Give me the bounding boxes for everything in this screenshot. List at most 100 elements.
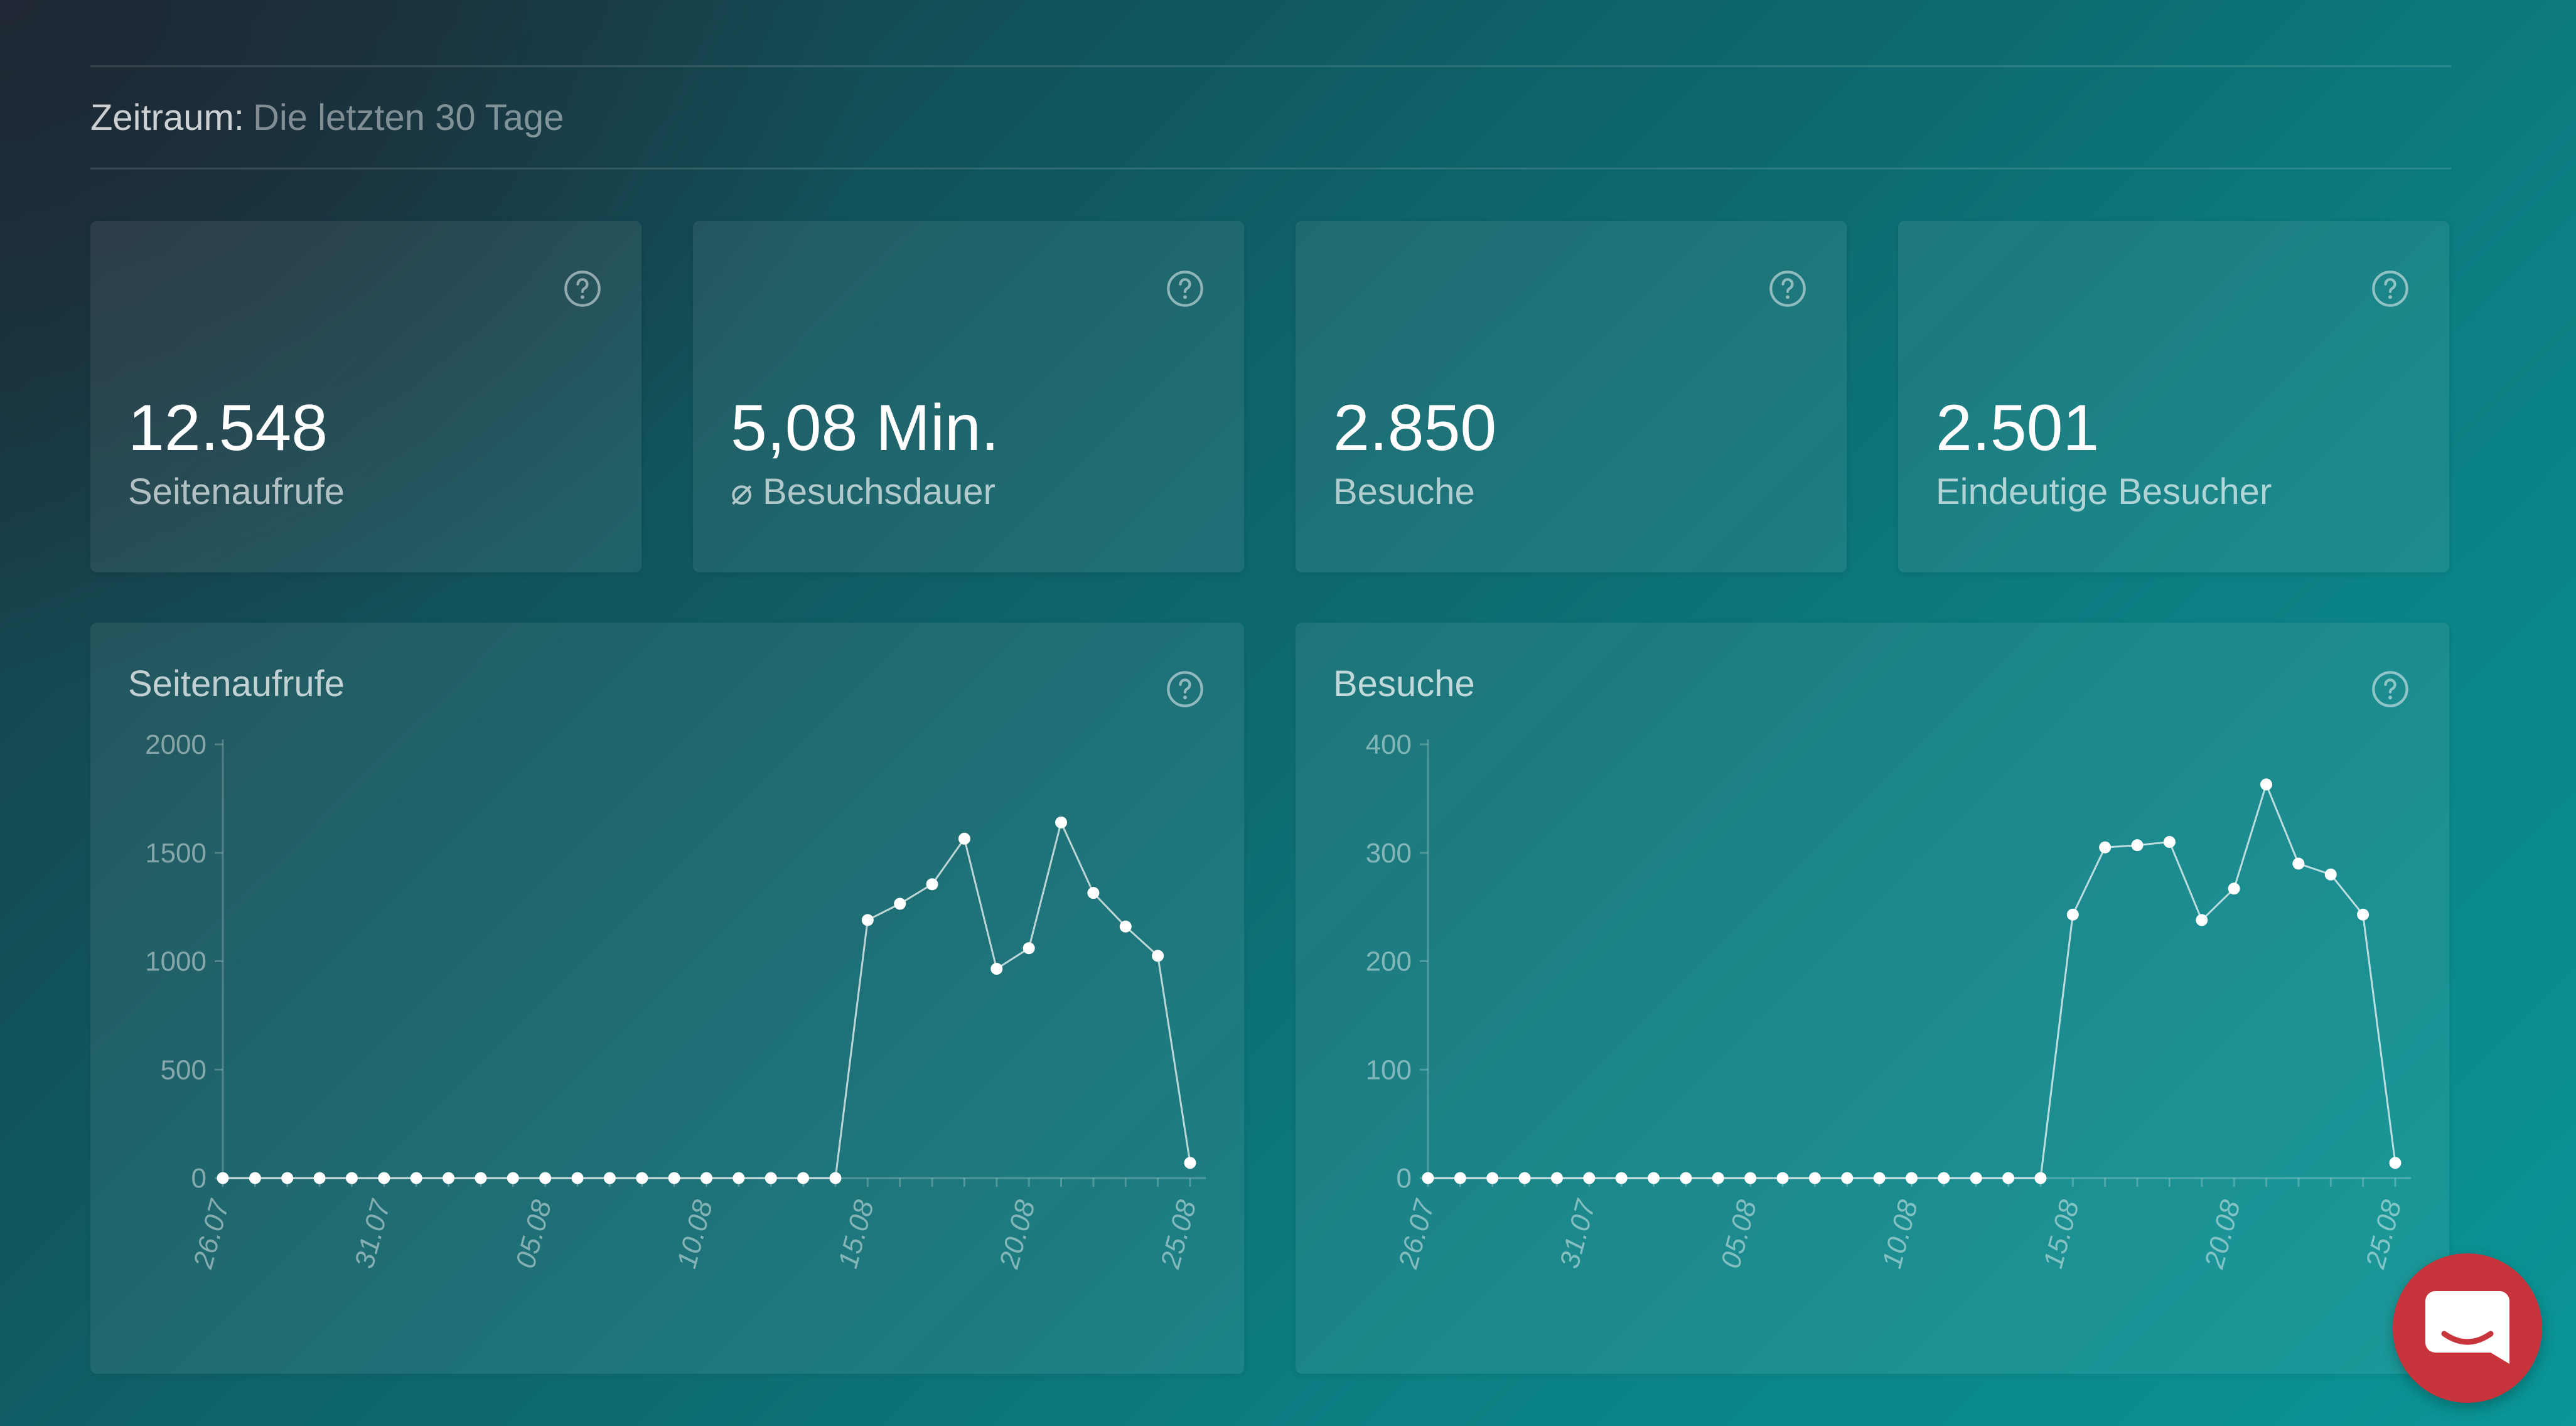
data-point: [1648, 1172, 1660, 1184]
question-circle-icon[interactable]: [1768, 269, 1808, 309]
chart-card-visits: Besuche 0 100 200 300 400 26.07 31.07 05.08 10.0…: [1296, 623, 2449, 1374]
data-point: [2292, 857, 2305, 870]
x-tick-label: 20.08: [994, 1196, 1041, 1272]
data-point: [1906, 1172, 1918, 1184]
data-point: [249, 1172, 261, 1184]
x-tick-label: 20.08: [2199, 1196, 2246, 1272]
data-point: [1152, 950, 1164, 962]
data-point: [571, 1172, 584, 1184]
x-tick-label: 31.07: [1554, 1196, 1602, 1272]
data-point: [2324, 868, 2337, 881]
chart-title: Seitenaufrufe: [128, 663, 345, 704]
data-point: [958, 832, 970, 845]
x-tick-label: 10.08: [1876, 1196, 1924, 1272]
question-circle-icon[interactable]: [2370, 669, 2410, 709]
data-point: [1055, 816, 1068, 828]
series-line: [1428, 781, 2396, 1179]
y-tick-label: 2000: [145, 729, 207, 760]
kpi-value: 5,08 Min.: [731, 392, 999, 464]
data-point: [1776, 1172, 1789, 1184]
kpi-card-visits: 2.850 Besuche: [1296, 221, 1847, 572]
chart-title: Besuche: [1333, 663, 1475, 704]
data-point: [2228, 882, 2240, 895]
data-point: [2260, 778, 2273, 791]
y-tick-label: 200: [1366, 946, 1412, 977]
data-point: [1970, 1172, 1982, 1184]
question-circle-icon[interactable]: [2370, 269, 2410, 309]
kpi-card-unique-visitors: 2.501 Eindeutige Besucher: [1898, 221, 2449, 572]
question-circle-icon[interactable]: [1165, 669, 1205, 709]
y-tick-label: 400: [1366, 729, 1412, 760]
data-point: [1550, 1172, 1563, 1184]
chart-card-pageviews: Seitenaufrufe 0 500 1000 1500 2000 26.07 31.07…: [90, 623, 1244, 1374]
data-point: [2389, 1157, 2402, 1169]
data-point: [2196, 914, 2208, 926]
series-line: [223, 819, 1191, 1179]
data-point: [1486, 1172, 1499, 1184]
x-tick-label: 05.08: [510, 1196, 557, 1272]
data-point: [443, 1172, 455, 1184]
data-point: [700, 1172, 712, 1184]
y-tick-label: 1000: [145, 946, 207, 977]
data-point: [1022, 942, 1035, 955]
y-tick-label: 0: [191, 1163, 207, 1194]
x-tick-label: 10.08: [671, 1196, 719, 1272]
data-point: [2034, 1172, 2047, 1184]
data-point: [1680, 1172, 1692, 1184]
data-point: [2002, 1172, 2015, 1184]
kpi-value: 2.501: [1936, 392, 2100, 464]
chat-launcher-button[interactable]: [2393, 1253, 2542, 1403]
data-point: [733, 1172, 745, 1184]
data-point: [2131, 839, 2144, 852]
data-point: [1583, 1172, 1596, 1184]
period-divider: [90, 168, 2451, 169]
data-point: [1712, 1172, 1724, 1184]
data-point: [2163, 835, 2176, 848]
data-point: [1119, 920, 1132, 933]
y-tick-label: 300: [1366, 838, 1412, 869]
x-tick-label: 05.08: [1715, 1196, 1763, 1272]
visits-line-chart: 0 100 200 300 400 26.07 31.07 05.08 10.08 15.08 20…: [1366, 729, 2411, 1272]
question-circle-icon[interactable]: [562, 269, 603, 309]
kpi-label: Besuche: [1333, 471, 1475, 512]
y-tick-label: 1500: [145, 838, 207, 869]
data-point: [313, 1172, 326, 1184]
data-point: [1841, 1172, 1854, 1184]
data-point: [1454, 1172, 1466, 1184]
data-point: [1938, 1172, 1950, 1184]
period-value[interactable]: Die letzten 30 Tage: [252, 97, 564, 138]
data-point: [894, 898, 906, 910]
data-point: [1873, 1172, 1886, 1184]
question-circle-icon[interactable]: [1165, 269, 1205, 309]
data-point: [1808, 1172, 1821, 1184]
x-tick-label: 31.07: [349, 1196, 397, 1272]
y-tick-label: 100: [1366, 1054, 1412, 1085]
kpi-card-pageviews: 12.548 Seitenaufrufe: [90, 221, 641, 572]
data-point: [603, 1172, 616, 1184]
x-tick-label: 25.08: [1155, 1196, 1203, 1272]
x-tick-label: 26.07: [188, 1196, 235, 1272]
period-selector[interactable]: Zeitraum: Die letzten 30 Tage: [90, 93, 564, 143]
data-point: [861, 914, 874, 926]
data-point: [990, 963, 1003, 975]
period-label: Zeitraum:: [90, 97, 244, 138]
data-point: [345, 1172, 358, 1184]
y-tick-label: 500: [161, 1054, 207, 1085]
data-point: [1422, 1172, 1434, 1184]
data-point: [636, 1172, 648, 1184]
data-point: [926, 878, 938, 891]
data-point: [378, 1172, 390, 1184]
data-point: [829, 1172, 842, 1184]
data-point: [2099, 841, 2112, 854]
kpi-label: ⌀ Besuchsdauer: [731, 471, 996, 512]
data-point: [507, 1172, 519, 1184]
data-point: [217, 1172, 229, 1184]
data-point: [539, 1172, 552, 1184]
data-point: [797, 1172, 810, 1184]
y-tick-label: 0: [1397, 1163, 1412, 1194]
x-tick-label: 15.08: [2037, 1196, 2085, 1272]
chat-bubble-icon: [2425, 1291, 2509, 1364]
top-divider: [90, 65, 2451, 67]
data-point: [1615, 1172, 1628, 1184]
data-point: [1744, 1172, 1757, 1184]
